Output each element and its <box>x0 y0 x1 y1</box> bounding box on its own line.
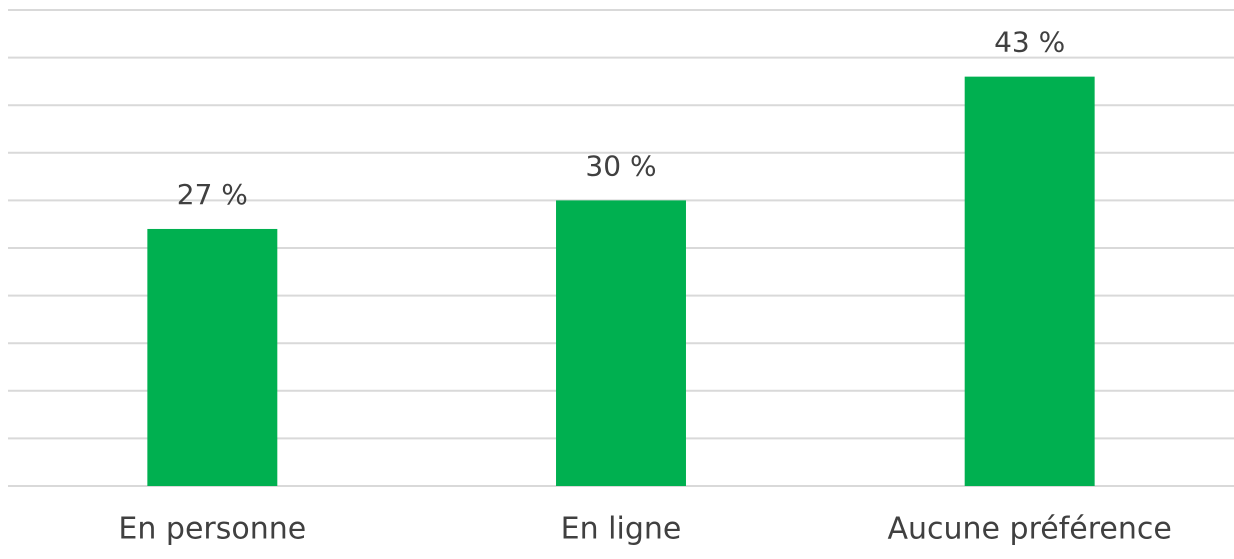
value-label: 27 % <box>177 178 248 211</box>
x-tick-label: En personne <box>118 512 306 547</box>
bar <box>556 200 686 486</box>
x-tick-label: En ligne <box>561 512 682 547</box>
bar <box>964 76 1095 486</box>
value-label: 43 % <box>994 26 1065 59</box>
bar <box>147 228 278 486</box>
x-tick-label: Aucune préférence <box>887 512 1171 547</box>
value-label: 30 % <box>585 149 656 182</box>
